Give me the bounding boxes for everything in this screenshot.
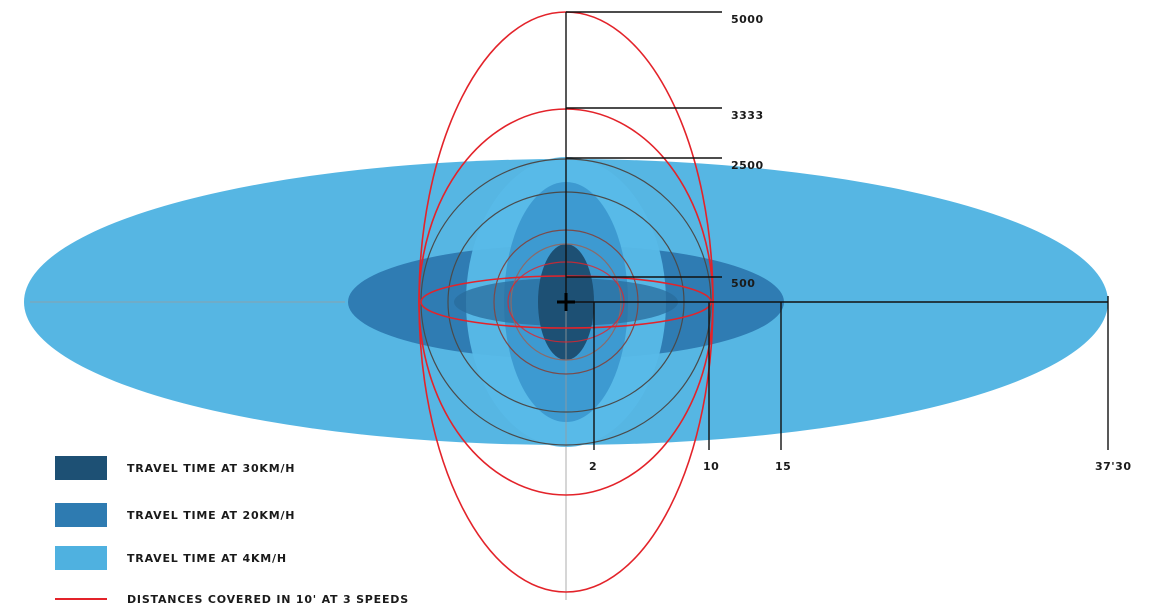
axis-lines — [30, 301, 567, 600]
leader-lines — [565, 11, 1109, 450]
legend-swatch-20kmh — [55, 503, 107, 527]
time-label-15: 15 — [775, 460, 791, 473]
time-labels: 2 10 15 37'30 — [589, 460, 1131, 473]
legend-item-30kmh: TRAVEL TIME AT 30KM/H — [55, 455, 295, 481]
legend-label-distance: DISTANCES COVERED IN 10' AT 3 SPEEDS — [127, 592, 409, 606]
time-label-10: 10 — [703, 460, 719, 473]
legend-item-distance: DISTANCES COVERED IN 10' AT 3 SPEEDS — [55, 586, 409, 612]
time-label-2: 2 — [589, 460, 597, 473]
legend-item-4kmh: TRAVEL TIME AT 4KM/H — [55, 545, 287, 571]
distance-label-5000: 5000 — [731, 13, 764, 26]
legend-swatch-4kmh — [55, 546, 107, 570]
crosshair-icon — [557, 293, 575, 311]
distance-labels: 5000 3333 2500 500 — [731, 13, 764, 290]
legend-label-4kmh: TRAVEL TIME AT 4KM/H — [127, 551, 287, 565]
legend-swatch-30kmh — [55, 456, 107, 480]
distance-label-3333: 3333 — [731, 109, 764, 122]
distance-label-2500: 2500 — [731, 159, 764, 172]
legend-label-30kmh: TRAVEL TIME AT 30KM/H — [127, 461, 296, 475]
legend-item-20kmh: TRAVEL TIME AT 20KM/H — [55, 502, 295, 528]
legend-label-20kmh: TRAVEL TIME AT 20KM/H — [127, 508, 296, 522]
time-label-37-30: 37'30 — [1095, 460, 1131, 473]
distance-label-500: 500 — [731, 277, 755, 290]
legend-line-distance — [55, 598, 107, 600]
